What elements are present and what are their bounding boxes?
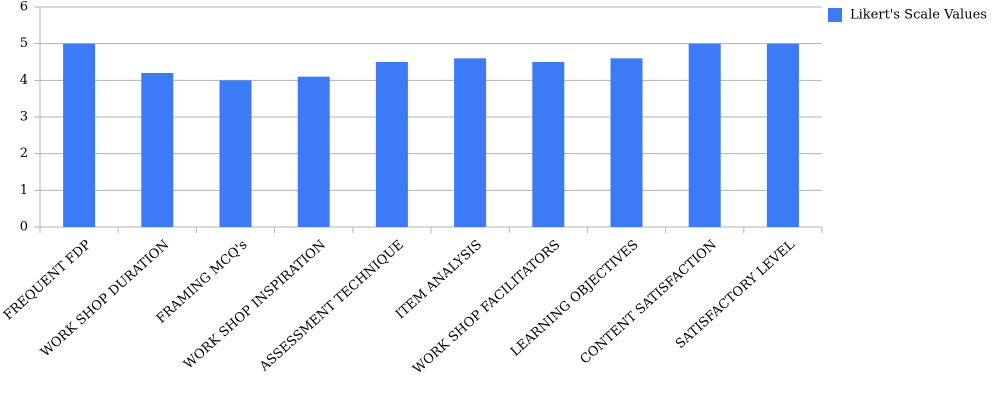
y-tick-label: 1	[20, 183, 28, 198]
x-tick-label: ITEM ANALYSIS	[393, 237, 485, 322]
legend-label: Likert's Scale Values	[850, 8, 987, 23]
x-tick-label: ASSESSMENT TECHNIQUE	[256, 237, 407, 375]
x-tick-label: WORK SHOP FACILITATORS	[410, 237, 563, 377]
bar	[219, 80, 252, 227]
bar	[532, 62, 565, 227]
bar	[375, 62, 408, 227]
y-tick-label: 0	[20, 220, 28, 235]
bar	[766, 43, 799, 227]
bar	[297, 76, 330, 228]
x-tick-label: CONTENT SATISFACTION	[578, 237, 720, 367]
bar	[688, 43, 721, 227]
bar	[63, 43, 96, 227]
x-tick-label: LEARNING OBJECTIVES	[508, 237, 642, 359]
y-tick-label: 2	[20, 146, 28, 161]
bar	[610, 58, 643, 228]
y-tick-label: 5	[20, 36, 28, 51]
x-tick-label: WORK SHOP INSPIRATION	[181, 237, 329, 372]
legend-swatch	[828, 8, 842, 22]
x-tick-label: WORK SHOP DURATION	[38, 237, 172, 360]
y-tick-label: 6	[20, 0, 28, 15]
y-tick-label: 4	[20, 73, 28, 88]
bar	[141, 73, 174, 227]
y-tick-label: 3	[20, 110, 28, 125]
bar	[454, 58, 487, 228]
